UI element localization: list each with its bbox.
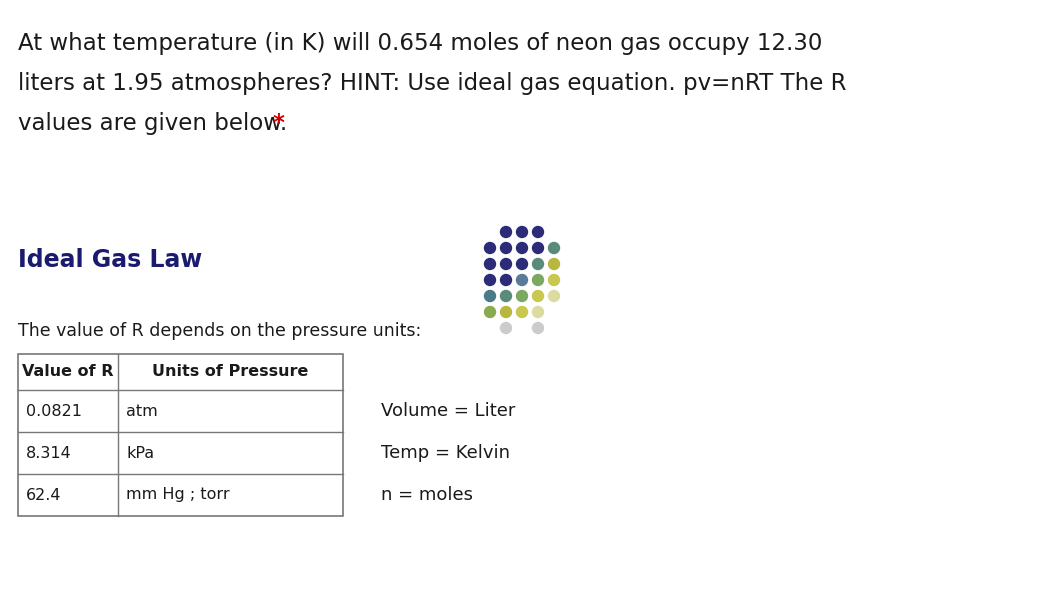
Circle shape: [516, 259, 528, 269]
Text: The value of R depends on the pressure units:: The value of R depends on the pressure u…: [18, 322, 421, 340]
Text: 62.4: 62.4: [26, 487, 61, 503]
Circle shape: [501, 306, 511, 318]
Circle shape: [501, 291, 511, 301]
Circle shape: [532, 242, 544, 254]
Circle shape: [516, 306, 528, 318]
Bar: [18, 354, 343, 516]
Text: liters at 1.95 atmospheres? HINT: Use ideal gas equation. pv=nRT The R: liters at 1.95 atmospheres? HINT: Use id…: [18, 72, 847, 95]
Circle shape: [485, 306, 495, 318]
Text: Ideal Gas Law: Ideal Gas Law: [18, 248, 203, 272]
Circle shape: [532, 291, 544, 301]
Circle shape: [485, 242, 495, 254]
Circle shape: [548, 259, 560, 269]
Circle shape: [532, 259, 544, 269]
Circle shape: [548, 274, 560, 286]
Text: Units of Pressure: Units of Pressure: [152, 364, 308, 379]
Text: At what temperature (in K) will 0.654 moles of neon gas occupy 12.30: At what temperature (in K) will 0.654 mo…: [18, 32, 823, 55]
Text: values are given below.: values are given below.: [18, 112, 295, 135]
Text: *: *: [274, 112, 285, 135]
Circle shape: [501, 274, 511, 286]
Text: Value of R: Value of R: [22, 364, 114, 379]
Text: Volume = Liter: Volume = Liter: [381, 402, 515, 420]
Circle shape: [532, 323, 544, 333]
Circle shape: [501, 242, 511, 254]
Text: 0.0821: 0.0821: [26, 403, 82, 419]
Text: atm: atm: [126, 403, 157, 419]
Circle shape: [532, 306, 544, 318]
Circle shape: [501, 323, 511, 333]
Circle shape: [501, 226, 511, 237]
Text: Temp = Kelvin: Temp = Kelvin: [381, 444, 510, 462]
Text: mm Hg ; torr: mm Hg ; torr: [126, 487, 229, 503]
Circle shape: [532, 274, 544, 286]
Circle shape: [548, 242, 560, 254]
Circle shape: [516, 291, 528, 301]
Circle shape: [548, 291, 560, 301]
Circle shape: [516, 274, 528, 286]
Circle shape: [516, 226, 528, 237]
Circle shape: [516, 242, 528, 254]
Circle shape: [485, 274, 495, 286]
Text: n = moles: n = moles: [381, 486, 473, 504]
Text: kPa: kPa: [126, 446, 154, 460]
Text: 8.314: 8.314: [26, 446, 72, 460]
Circle shape: [501, 259, 511, 269]
Circle shape: [532, 226, 544, 237]
Circle shape: [485, 291, 495, 301]
Circle shape: [485, 259, 495, 269]
